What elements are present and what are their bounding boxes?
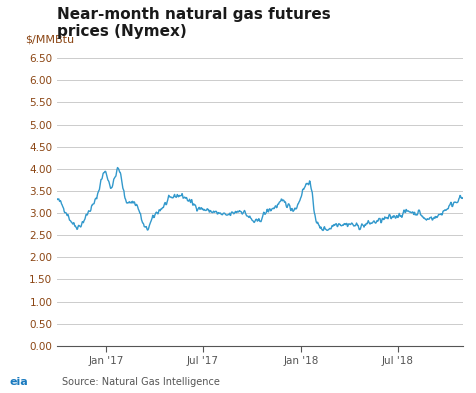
Text: Source: Natural Gas Intelligence: Source: Natural Gas Intelligence xyxy=(62,377,219,387)
Text: Near-month natural gas futures
prices (Nymex): Near-month natural gas futures prices (N… xyxy=(57,7,330,39)
Text: eia: eia xyxy=(10,377,28,387)
Text: $/MMBtu: $/MMBtu xyxy=(25,34,74,44)
